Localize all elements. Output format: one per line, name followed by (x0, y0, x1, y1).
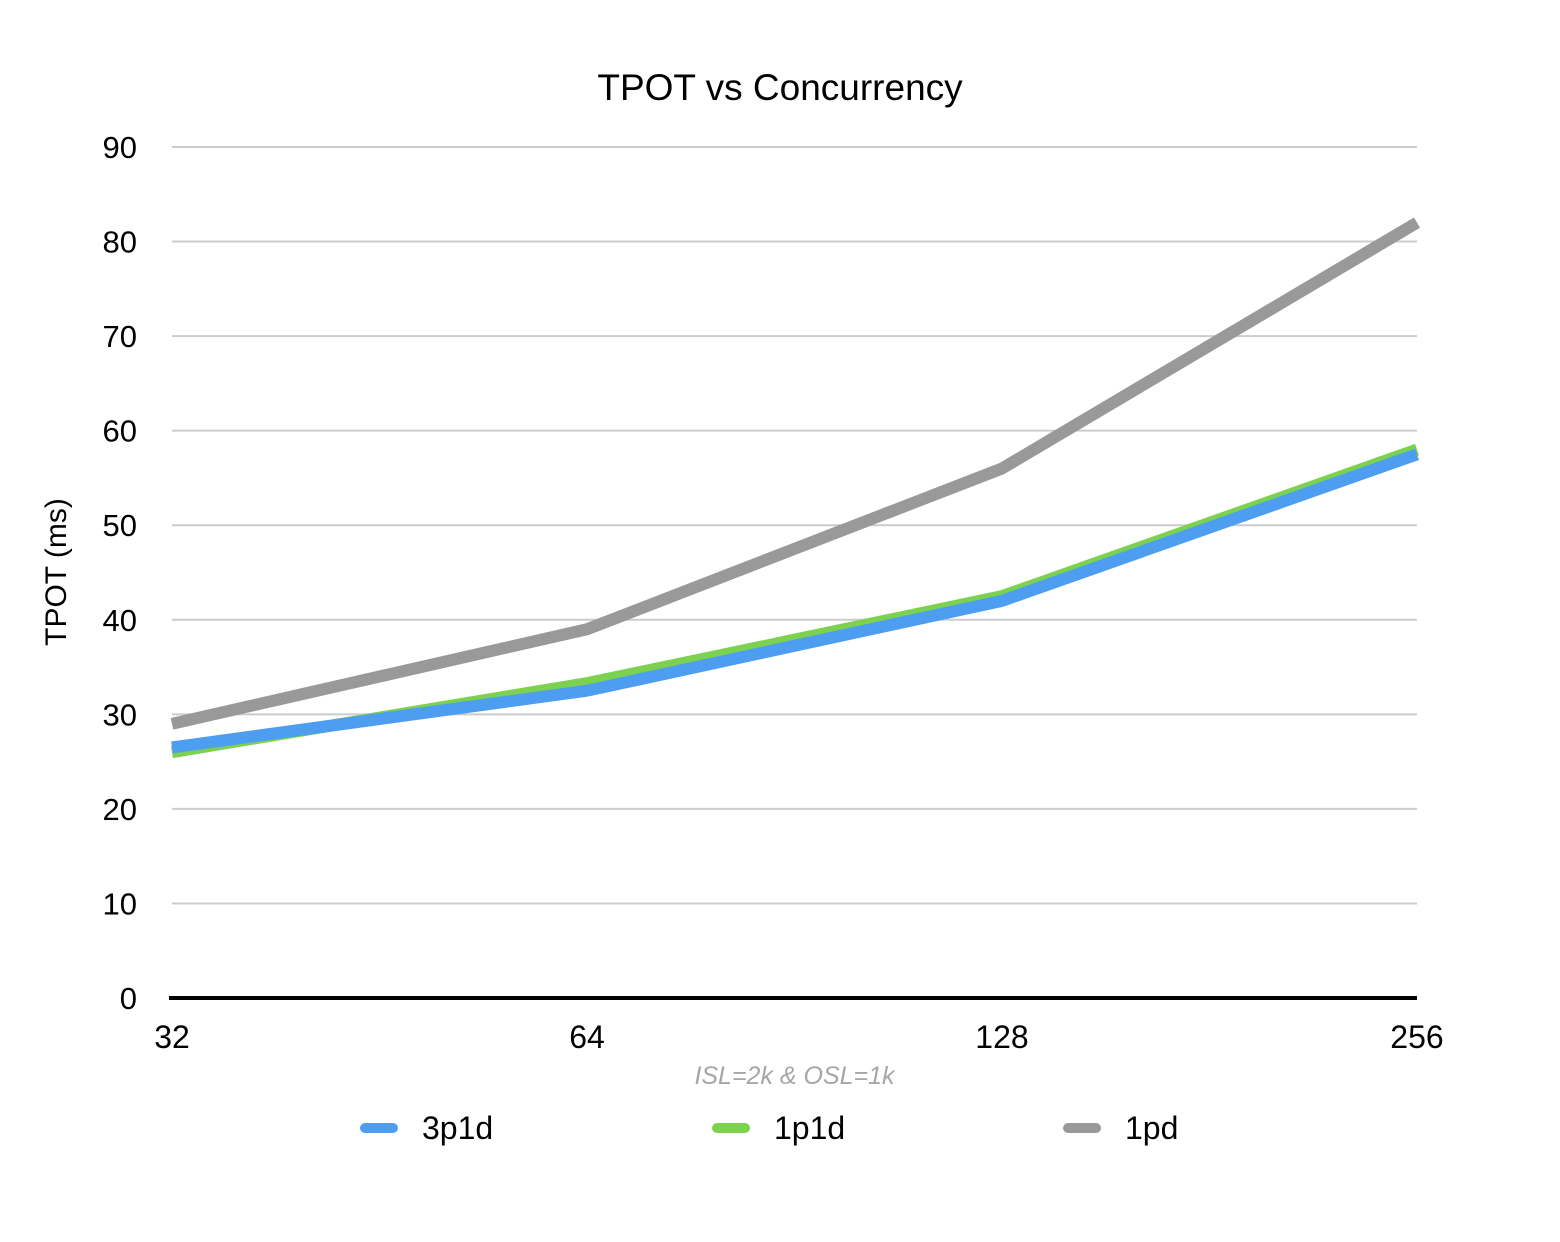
series-line-3p1d (171, 448, 1419, 754)
y-tick-label: 30 (103, 697, 137, 732)
x-tick-label: 32 (154, 1019, 190, 1055)
legend-swatch-1p1d (712, 1123, 750, 1133)
y-tick-label: 60 (103, 414, 137, 449)
legend-label-3p1d: 3p1d (422, 1109, 494, 1146)
legend-swatch-1pd (1063, 1123, 1101, 1133)
legend-item-1p1d: 1p1d (712, 1108, 845, 1148)
legend: 3p1d 1p1d 1pd (0, 1108, 1560, 1148)
x-tick-label: 64 (569, 1019, 605, 1055)
y-tick-label: 90 (103, 130, 137, 165)
x-axis-subtitle: ISL=2k & OSL=1k (694, 1062, 895, 1090)
y-tick-label: 40 (103, 603, 137, 638)
x-tick-label: 128 (975, 1019, 1028, 1055)
y-tick-label: 80 (103, 225, 137, 260)
y-tick-label: 0 (120, 981, 137, 1016)
legend-item-3p1d: 3p1d (360, 1108, 493, 1148)
chart-title: TPOT vs Concurrency (597, 67, 963, 108)
y-tick-label: 70 (103, 319, 137, 354)
y-tick-label: 10 (103, 886, 137, 921)
y-tick-label: 50 (103, 508, 137, 543)
x-tick-label: 256 (1390, 1019, 1443, 1055)
series-line-1pd (170, 217, 1421, 730)
legend-item-1pd: 1pd (1063, 1108, 1178, 1148)
y-tick-label: 20 (103, 792, 137, 827)
series-line-1p1d (171, 443, 1419, 759)
legend-swatch-3p1d (360, 1123, 398, 1133)
legend-label-1pd: 1pd (1125, 1109, 1179, 1146)
legend-label-1p1d: 1p1d (774, 1109, 846, 1146)
